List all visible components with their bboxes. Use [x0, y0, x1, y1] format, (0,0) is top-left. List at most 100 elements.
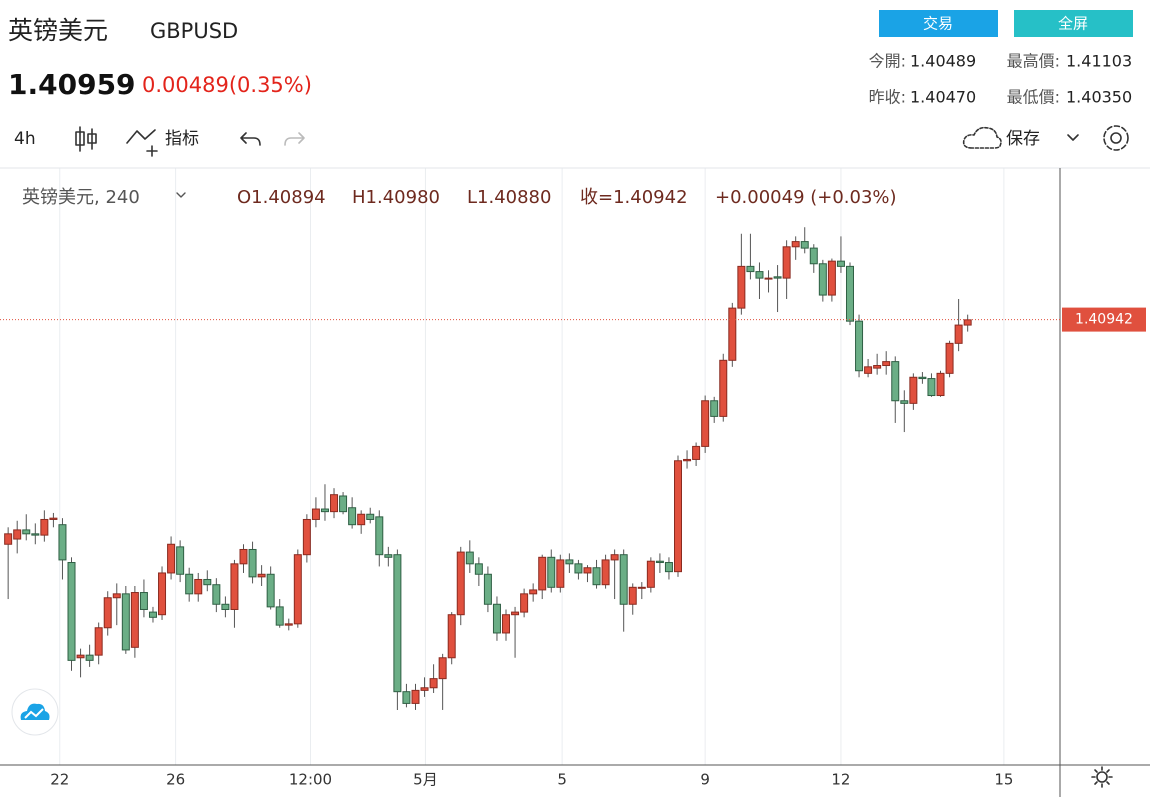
- candle-body: [511, 611, 520, 616]
- candle-body: [121, 593, 130, 651]
- candle-body: [302, 518, 311, 556]
- candle-body: [266, 573, 275, 608]
- candle-body: [76, 654, 85, 659]
- candle-body: [492, 603, 501, 634]
- candle-body: [130, 592, 139, 648]
- trade-button[interactable]: 交易: [879, 10, 998, 37]
- x-tick-label: 5月: [413, 771, 438, 789]
- candle-body: [882, 361, 891, 367]
- candle-body: [610, 554, 619, 561]
- candle-body: [203, 578, 212, 586]
- candle-body: [167, 543, 176, 574]
- candle-body: [918, 376, 927, 380]
- candles: [4, 227, 972, 710]
- stat-value: 1.40350: [1066, 88, 1132, 107]
- fullscreen-button-label[interactable]: 全屏: [1058, 15, 1088, 33]
- candle-body: [592, 567, 601, 586]
- candle-body: [447, 614, 456, 659]
- candle-body: [719, 359, 728, 417]
- chart-type-icon[interactable]: [75, 126, 97, 152]
- last-price: 1.40959: [8, 68, 136, 101]
- candle-body: [855, 320, 864, 372]
- grid: [59, 168, 1005, 765]
- legend-dropdown-icon[interactable]: [176, 192, 186, 198]
- fullscreen-button[interactable]: 全屏: [1014, 10, 1133, 37]
- stat-label: 今開:: [869, 52, 906, 71]
- candle-body: [565, 559, 574, 565]
- fullscreen-button-bg[interactable]: [1014, 10, 1133, 37]
- candle-body: [764, 277, 773, 280]
- x-tick-label: 12:00: [289, 771, 332, 789]
- candle-body: [483, 573, 492, 605]
- candle-body: [755, 271, 764, 279]
- last-price-tag: [1062, 307, 1146, 332]
- candle-body: [438, 657, 447, 680]
- candle-body: [320, 508, 329, 513]
- legend-close: 收=1.40942: [580, 187, 688, 208]
- candle-body: [773, 276, 782, 279]
- candle-body: [185, 573, 194, 595]
- candle-body: [393, 554, 402, 693]
- candle-body: [257, 573, 266, 578]
- settings-icon[interactable]: [1103, 125, 1129, 151]
- x-tick-label: 12: [831, 771, 850, 789]
- candle-body: [456, 551, 465, 616]
- candle-body: [176, 546, 185, 575]
- candle-body: [746, 265, 755, 273]
- stat-value: 1.40489: [910, 52, 976, 71]
- x-tick-label: 9: [700, 771, 710, 789]
- save-button[interactable]: 保存: [1006, 129, 1040, 149]
- candle-body: [954, 324, 963, 344]
- trade-button-bg[interactable]: [879, 10, 998, 37]
- candle-body: [357, 513, 366, 526]
- candle-body: [827, 260, 836, 296]
- candle-body: [366, 513, 375, 520]
- logo: [11, 688, 59, 736]
- cloud-save-icon[interactable]: [962, 126, 1002, 149]
- interval-button[interactable]: 4h: [14, 129, 36, 149]
- candle-body: [40, 518, 49, 536]
- candle-body: [836, 260, 845, 267]
- candle-body: [402, 691, 411, 704]
- legend-open: O1.40894: [237, 187, 326, 208]
- candle-body: [574, 563, 583, 574]
- x-tick-label: 5: [557, 771, 567, 789]
- redo-icon[interactable]: [284, 132, 305, 146]
- candle-body: [728, 307, 737, 361]
- candle-body: [683, 458, 692, 462]
- candle-body: [103, 597, 112, 629]
- candle-body: [845, 265, 854, 322]
- candle-body: [293, 554, 302, 625]
- indicator-icon[interactable]: [126, 129, 158, 157]
- undo-icon[interactable]: [240, 132, 261, 146]
- legend-low: L1.40880: [467, 187, 551, 208]
- trade-button-label[interactable]: 交易: [923, 15, 953, 33]
- candle-body: [800, 241, 809, 249]
- candle-body: [556, 559, 565, 588]
- candle-body: [818, 263, 827, 296]
- candle-body: [248, 548, 257, 578]
- candle-body: [628, 586, 637, 605]
- candle-body: [4, 533, 13, 545]
- instrument-name: 英镑美元: [8, 16, 108, 45]
- candle-body: [520, 593, 529, 613]
- candle-body: [31, 533, 40, 536]
- candle-body: [22, 529, 31, 535]
- candle-body: [909, 376, 918, 404]
- x-tick-label: 15: [994, 771, 1013, 789]
- candle-body: [664, 562, 673, 573]
- indicator-button[interactable]: 指标: [165, 129, 199, 149]
- candle-body: [782, 246, 791, 279]
- candle-body: [330, 494, 339, 513]
- candle-body: [655, 560, 664, 564]
- candle-body: [420, 687, 429, 691]
- candle-body: [221, 603, 230, 610]
- candle-body: [112, 593, 121, 599]
- candle-body: [67, 562, 76, 661]
- candle-body: [230, 563, 239, 610]
- candle-body: [348, 507, 357, 526]
- candle-body: [963, 319, 972, 326]
- save-dropdown-icon[interactable]: [1067, 134, 1079, 141]
- candle-body: [737, 265, 746, 309]
- time-axis-settings[interactable]: [1091, 766, 1113, 788]
